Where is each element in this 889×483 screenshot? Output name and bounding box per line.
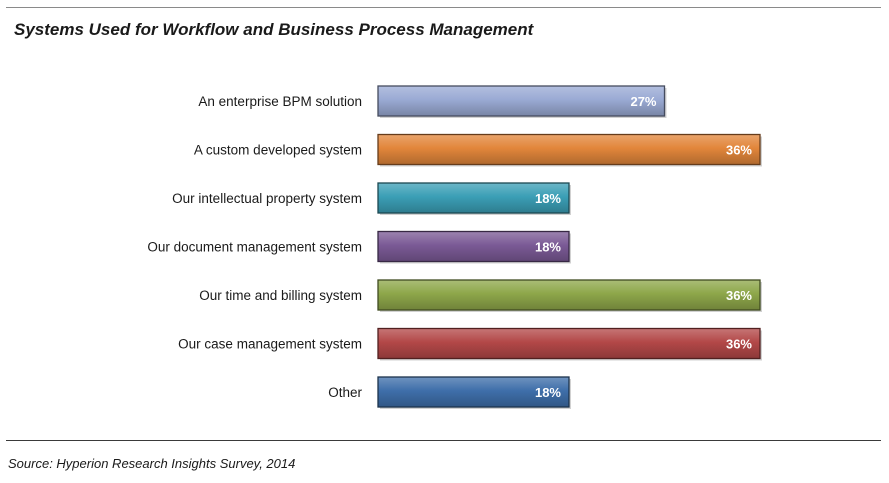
value-label: 18% xyxy=(535,191,561,206)
bottom-divider xyxy=(6,440,881,441)
category-label: Other xyxy=(328,385,362,400)
category-label: Our case management system xyxy=(178,337,362,352)
source-note: Source: Hyperion Research Insights Surve… xyxy=(8,456,296,471)
value-label: 18% xyxy=(535,385,561,400)
bars-layer: An enterprise BPM solution 27% A custom de… xyxy=(147,85,762,409)
bar-3 xyxy=(377,230,570,263)
bar-2 xyxy=(377,182,570,214)
top-divider xyxy=(6,7,881,8)
bar-1 xyxy=(377,133,761,166)
value-label: 36% xyxy=(726,143,752,158)
category-label: A custom developed system xyxy=(194,143,362,158)
value-label: 36% xyxy=(726,337,752,352)
value-label: 18% xyxy=(535,240,561,255)
bar-0 xyxy=(377,85,666,117)
bar-4 xyxy=(377,279,761,311)
value-label: 36% xyxy=(726,288,752,303)
value-label: 27% xyxy=(630,94,656,109)
category-label: Our intellectual property system xyxy=(172,191,362,206)
category-label: Our time and billing system xyxy=(199,288,362,303)
category-label: An enterprise BPM solution xyxy=(198,94,362,109)
category-label: Our document management system xyxy=(147,240,362,255)
bar-5 xyxy=(377,327,761,360)
bar-6 xyxy=(377,376,570,408)
chart-title: Systems Used for Workflow and Business P… xyxy=(14,20,534,39)
